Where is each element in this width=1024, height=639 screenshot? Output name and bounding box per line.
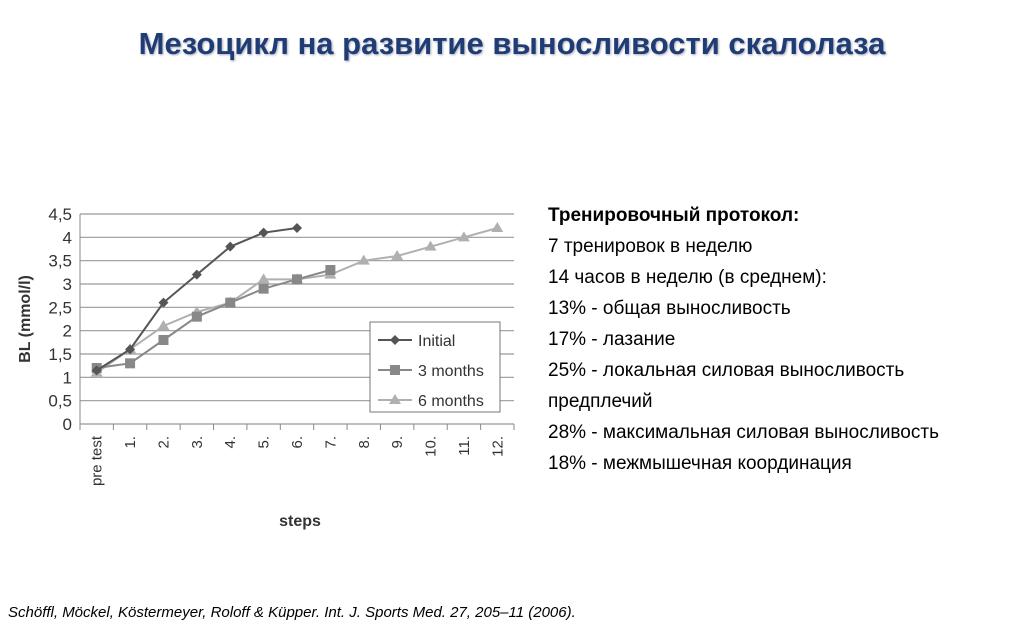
protocol-line: 14 часов в неделю (в среднем):: [548, 267, 827, 288]
data-point: [225, 297, 236, 308]
data-point: [491, 222, 504, 232]
protocol-line: 18% - межмышечная координация: [548, 453, 852, 474]
data-point: [191, 311, 202, 322]
protocol-line: предплечий: [548, 391, 653, 412]
data-point: [258, 227, 269, 238]
x-tick-label: 2.: [155, 436, 172, 449]
y-tick-label: 2,5: [48, 298, 72, 317]
y-tick-label: 3,5: [48, 252, 72, 271]
x-tick-label: pre test: [89, 435, 106, 486]
y-tick-label: 0,5: [48, 392, 72, 411]
protocol-line: 25% - локальная силовая выносливость: [548, 360, 905, 381]
y-tick-label: 4: [63, 228, 72, 247]
data-point: [157, 320, 170, 330]
data-point: [225, 241, 236, 252]
x-axis-label: steps: [279, 513, 321, 530]
x-tick-label: 5.: [256, 436, 273, 449]
chart: 0 0,5 1 1,5 2 2,5 3 3,5 4 4,5 pre test 1. 2. 3. 4. 5. 6.…: [17, 205, 515, 530]
legend-label: 6 months: [418, 393, 484, 410]
data-point: [91, 365, 102, 376]
x-tick-label: 4.: [222, 436, 239, 449]
citation: Schöffl, Möckel, Köstermeyer, Roloff & K…: [8, 604, 576, 621]
x-tick-label: 7.: [322, 436, 339, 449]
data-point: [125, 358, 136, 369]
training-protocol: Тренировочный протокол: 7 тренировок в н…: [548, 200, 939, 479]
x-tick-label: 11.: [456, 436, 473, 456]
legend-marker: [390, 365, 400, 375]
legend-marker: [389, 394, 401, 404]
data-point: [158, 335, 169, 345]
y-axis-label: BL (mmol/l): [17, 275, 34, 363]
y-tick-label: 1: [63, 368, 72, 387]
x-tick-label: 8.: [356, 436, 373, 449]
legend-label: 3 months: [418, 363, 484, 380]
legend-label: Initial: [418, 333, 455, 350]
data-point: [257, 273, 270, 284]
data-point: [424, 240, 437, 251]
y-tick-label: 2: [63, 322, 72, 341]
y-tick-label: 3: [63, 275, 72, 294]
data-point: [258, 283, 269, 294]
slide-title: Мезоцикл на развитие выносливости скалол…: [138, 26, 886, 61]
protocol-line: 17% - лазание: [548, 329, 676, 350]
data-point: [191, 269, 202, 280]
series-line-1: [96, 269, 331, 369]
data-point: [357, 254, 370, 265]
y-tick-label: 4,5: [48, 205, 72, 224]
protocol-heading: Тренировочный протокол:: [548, 205, 800, 226]
x-tick-label: 12.: [489, 436, 506, 457]
protocol-line: 28% - максимальная силовая выносливость: [548, 422, 939, 443]
protocol-line: 13% - общая выносливость: [548, 298, 791, 319]
x-tick-label: 6.: [289, 436, 306, 449]
data-point: [125, 344, 136, 355]
data-point: [391, 250, 404, 260]
data-point: [158, 297, 169, 308]
y-tick-label: 0: [63, 415, 72, 434]
x-tick-label: 10.: [423, 436, 440, 457]
x-tick-label: 9.: [389, 436, 406, 449]
data-point: [457, 231, 470, 242]
data-point: [292, 274, 302, 285]
data-point: [292, 223, 302, 233]
protocol-line: 7 тренировок в неделю: [548, 236, 753, 257]
y-tick-label: 1,5: [48, 345, 72, 364]
x-tick-label: 1.: [122, 436, 139, 449]
x-tick-label: 3.: [189, 436, 206, 449]
data-point: [325, 265, 336, 275]
legend-marker: [390, 335, 400, 345]
